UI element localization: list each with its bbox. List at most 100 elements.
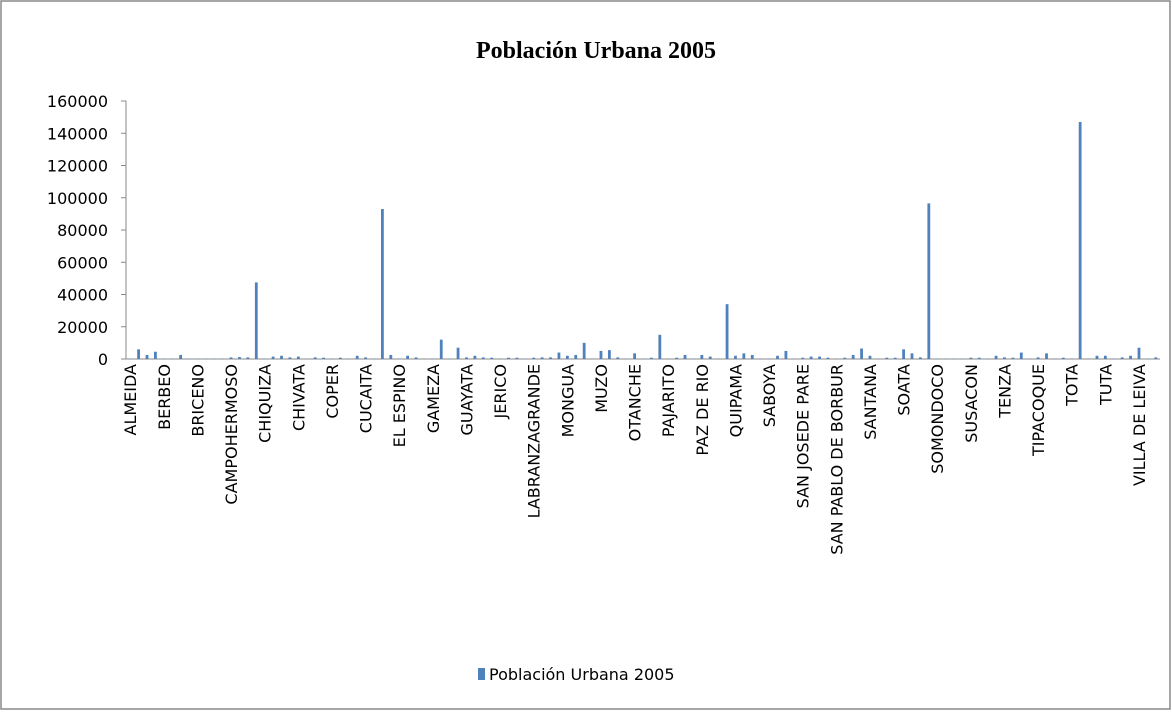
- x-tick-label: LABRANZAGRANDE: [525, 364, 544, 518]
- bar: [709, 357, 712, 359]
- bar: [137, 349, 140, 359]
- bar: [381, 209, 384, 359]
- x-tick-label: CHIVATA: [289, 364, 308, 431]
- bar: [776, 356, 779, 359]
- bar: [843, 358, 846, 359]
- bar: [785, 351, 788, 359]
- y-tick-label: 80000: [57, 221, 108, 240]
- bar: [272, 357, 275, 359]
- bar: [246, 357, 249, 359]
- x-tick-label: SOMONDOCO: [928, 364, 947, 474]
- bar: [179, 355, 182, 359]
- bar: [969, 358, 972, 359]
- bar: [1003, 357, 1006, 359]
- bar: [473, 356, 476, 359]
- bar: [339, 358, 342, 359]
- bar: [457, 348, 460, 359]
- bar: [1011, 358, 1014, 359]
- x-tick-label: PAJARITO: [659, 364, 678, 437]
- bar: [389, 355, 392, 359]
- bar: [885, 358, 888, 359]
- y-tick-label: 120000: [47, 157, 108, 176]
- x-tick-label: CUCAITA: [357, 364, 376, 433]
- bar: [911, 353, 914, 359]
- bar: [633, 353, 636, 359]
- bar: [255, 282, 258, 359]
- bar: [1037, 357, 1040, 359]
- bar: [289, 357, 292, 359]
- bar: [995, 356, 998, 359]
- bar: [482, 357, 485, 359]
- bar: [978, 358, 981, 359]
- x-tick-label: SABOYA: [760, 364, 779, 427]
- x-tick-label: VILLA DE LEIVA: [1130, 364, 1149, 486]
- bar: [608, 350, 611, 359]
- bar: [583, 343, 586, 359]
- bar: [541, 357, 544, 359]
- bar: [919, 357, 922, 359]
- x-tick-label: SANTANA: [861, 364, 880, 440]
- x-tick-label: COPER: [323, 364, 342, 419]
- x-tick-label: SAN JOSEDE PARE: [794, 364, 813, 508]
- bar: [684, 355, 687, 359]
- x-tick-label: BRICENO: [188, 364, 207, 437]
- y-tick-label: 20000: [57, 318, 108, 337]
- x-tick-label: BERBEO: [155, 364, 174, 430]
- bar: [801, 358, 804, 359]
- bar: [658, 335, 661, 359]
- bar: [734, 356, 737, 359]
- x-tick-label: SOATA: [895, 364, 914, 416]
- bar: [507, 358, 510, 359]
- x-tick-label: SAN PABLO DE BORBUR: [827, 364, 846, 555]
- bar: [549, 357, 552, 359]
- bar: [406, 356, 409, 359]
- x-tick-label: MUZO: [592, 364, 611, 413]
- x-tick-label: CHIQUIZA: [256, 364, 275, 443]
- bar: [1129, 356, 1132, 359]
- bar: [280, 356, 283, 359]
- bar: [1062, 358, 1065, 359]
- x-tick-label: QUIPAMA: [726, 364, 745, 437]
- x-tick-label: JERICO: [491, 364, 510, 419]
- y-tick-label: 140000: [47, 124, 108, 143]
- chart-title: Población Urbana 2005: [476, 38, 716, 64]
- bar: [322, 358, 325, 359]
- bar: [902, 349, 905, 359]
- bar: [574, 355, 577, 359]
- bar: [490, 358, 493, 359]
- bar: [700, 355, 703, 359]
- y-tick-label: 40000: [57, 286, 108, 305]
- x-tick-label: GUAYATA: [457, 364, 476, 436]
- bar: [675, 358, 678, 359]
- x-tick-label: EL ESPINO: [390, 364, 409, 447]
- bar: [860, 349, 863, 359]
- bar: [726, 304, 729, 359]
- bar: [616, 357, 619, 359]
- y-tick-label: 60000: [57, 253, 108, 272]
- legend-swatch: [478, 668, 485, 680]
- bar: [516, 358, 519, 359]
- bar: [297, 357, 300, 359]
- bar: [415, 357, 418, 359]
- bar: [356, 356, 359, 359]
- x-tick-label: OTANCHE: [626, 364, 645, 441]
- y-tick-label: 100000: [47, 189, 108, 208]
- x-tick-label: CAMPOHERMOSO: [222, 364, 241, 505]
- y-tick-label: 160000: [47, 92, 108, 111]
- x-tick-label: MONGUA: [558, 364, 577, 437]
- bar: [1104, 356, 1107, 359]
- bar: [852, 355, 855, 359]
- bar: [238, 357, 241, 359]
- bar: [465, 357, 468, 359]
- bar: [1079, 122, 1082, 359]
- x-tick-label: TUTA: [1096, 364, 1115, 406]
- bar: [650, 358, 653, 359]
- bar: [751, 355, 754, 359]
- x-tick-label: GAMEZA: [424, 364, 443, 433]
- bar: [1096, 356, 1099, 359]
- bar: [600, 351, 603, 359]
- bar: [1045, 353, 1048, 359]
- bar: [440, 340, 443, 359]
- bar: [532, 358, 535, 359]
